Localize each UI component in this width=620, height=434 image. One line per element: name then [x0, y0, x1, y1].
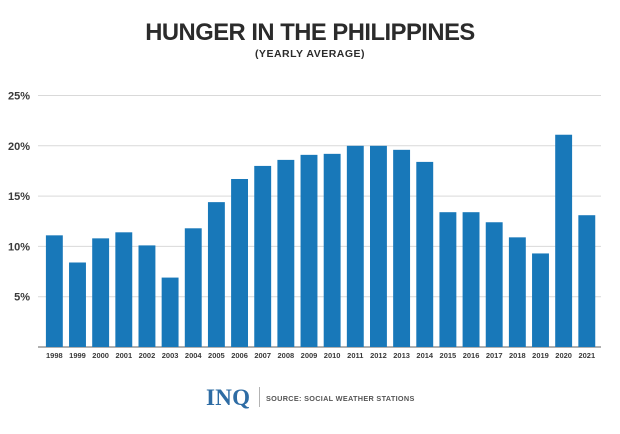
svg-text:1998: 1998	[46, 351, 63, 360]
svg-text:2005: 2005	[208, 351, 225, 360]
svg-text:2004: 2004	[185, 351, 203, 360]
svg-text:15%: 15%	[8, 191, 30, 203]
svg-text:10%: 10%	[8, 241, 30, 253]
svg-text:2006: 2006	[231, 351, 248, 360]
svg-text:1999: 1999	[69, 351, 86, 360]
svg-text:2007: 2007	[254, 351, 271, 360]
svg-text:2000: 2000	[92, 351, 109, 360]
svg-text:25%: 25%	[8, 91, 30, 103]
svg-text:2009: 2009	[301, 351, 318, 360]
svg-text:2001: 2001	[115, 351, 132, 360]
svg-text:20%: 20%	[8, 141, 30, 153]
svg-text:2002: 2002	[139, 351, 156, 360]
svg-text:2010: 2010	[324, 351, 341, 360]
svg-text:2017: 2017	[486, 351, 503, 360]
svg-text:2013: 2013	[393, 351, 410, 360]
svg-text:2021: 2021	[578, 351, 595, 360]
svg-text:2011: 2011	[347, 351, 363, 360]
svg-text:2012: 2012	[370, 351, 387, 360]
svg-text:2003: 2003	[162, 351, 179, 360]
svg-text:5%: 5%	[14, 292, 30, 304]
svg-text:2014: 2014	[416, 351, 434, 360]
svg-text:2015: 2015	[440, 351, 457, 360]
svg-text:2019: 2019	[532, 351, 549, 360]
svg-text:2020: 2020	[555, 351, 572, 360]
svg-text:2016: 2016	[463, 351, 480, 360]
svg-text:2008: 2008	[278, 351, 295, 360]
svg-text:2018: 2018	[509, 351, 526, 360]
